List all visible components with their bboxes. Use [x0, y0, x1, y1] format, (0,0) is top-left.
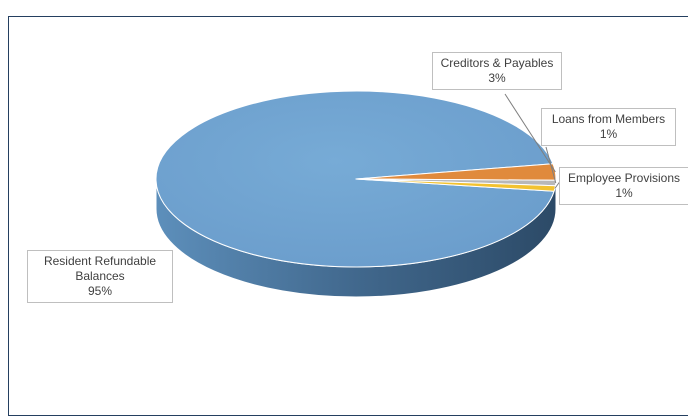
- leader-line: [545, 146, 557, 184]
- data-label-loans-from-members: Loans from Members 1%: [541, 108, 676, 146]
- label-name-line: Loans from Members: [551, 112, 666, 126]
- label-name-line: Balances: [75, 269, 125, 283]
- chart-frame: Resident Refundable Balances 95% Credito…: [8, 16, 688, 416]
- pie-layer: [155, 90, 557, 298]
- label-value: 1%: [599, 127, 618, 141]
- label-name-line: Resident Refundable: [43, 254, 157, 268]
- label-value: 1%: [615, 186, 633, 200]
- data-label-creditors-payables: Creditors & Payables 3%: [432, 52, 562, 90]
- label-name-line: Employee Provisions: [567, 171, 681, 185]
- label-value: 95%: [87, 284, 113, 298]
- label-name-line: Creditors & Payables: [440, 56, 554, 70]
- slice-resident-refundable-balances: [155, 90, 555, 268]
- data-label-employee-provisions: Employee Provisions 1%: [559, 167, 688, 205]
- leader-line: [504, 93, 556, 173]
- pie-chart: [155, 90, 562, 298]
- label-value: 3%: [488, 71, 506, 85]
- data-label-resident-refundable-balances: Resident Refundable Balances 95%: [27, 250, 173, 303]
